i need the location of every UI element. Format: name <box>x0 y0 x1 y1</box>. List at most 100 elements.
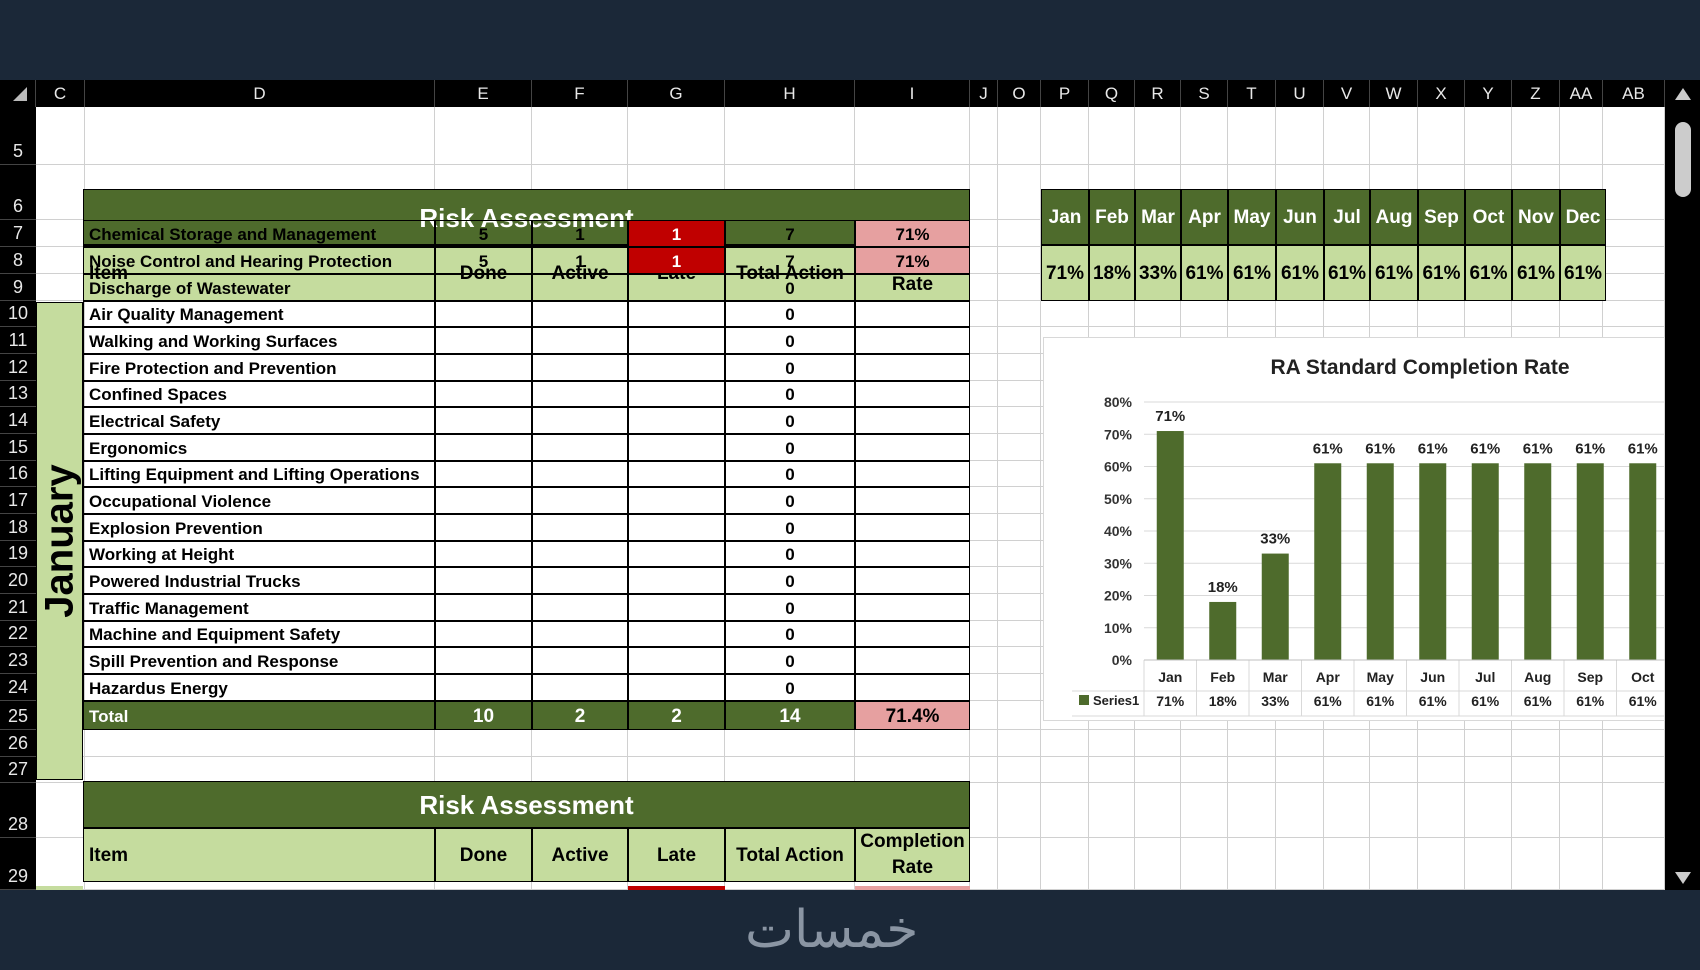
item-active[interactable]: 1 <box>532 220 628 247</box>
grid-cell[interactable] <box>1560 838 1603 890</box>
grid-cell[interactable] <box>1041 107 1089 165</box>
column-header-w[interactable]: W <box>1370 80 1418 107</box>
item-done[interactable] <box>435 407 532 434</box>
grid-cell[interactable] <box>1181 730 1228 757</box>
row-header-26[interactable]: 26 <box>0 730 36 757</box>
grid-cell[interactable] <box>998 567 1041 594</box>
row-header-6[interactable]: 6 <box>0 165 36 220</box>
item-total[interactable]: 0 <box>725 674 855 701</box>
row-header-9[interactable]: 9 <box>0 274 36 301</box>
grid-cell[interactable] <box>970 247 998 274</box>
row-header-11[interactable]: 11 <box>0 327 36 354</box>
item-done[interactable]: 5 <box>435 247 532 274</box>
header-completion-rate[interactable]: Completion Rate <box>855 828 970 882</box>
column-header-p[interactable]: P <box>1041 80 1089 107</box>
summary-rate-nov[interactable]: 61% <box>1512 245 1560 301</box>
row-header-18[interactable]: 18 <box>0 514 36 541</box>
item-late[interactable] <box>628 461 725 487</box>
item-late[interactable] <box>628 514 725 541</box>
row-header-25[interactable]: 25 <box>0 701 36 730</box>
grid-cell[interactable] <box>998 621 1041 647</box>
item-late[interactable] <box>628 434 725 461</box>
item-active[interactable] <box>532 514 628 541</box>
item-total[interactable]: 0 <box>725 301 855 327</box>
item-done[interactable] <box>435 594 532 621</box>
grid-cell[interactable] <box>970 701 998 730</box>
item-total[interactable]: 0 <box>725 274 855 301</box>
column-header-y[interactable]: Y <box>1465 80 1512 107</box>
grid-cell[interactable] <box>1418 783 1465 838</box>
grid-cell[interactable] <box>998 730 1041 757</box>
grid-cell[interactable] <box>970 567 998 594</box>
total-total-action[interactable]: 14 <box>725 701 855 730</box>
grid-cell[interactable] <box>1276 301 1324 327</box>
grid-cell[interactable] <box>725 757 855 783</box>
vertical-scrollbar[interactable] <box>1665 80 1700 890</box>
item-total[interactable]: 0 <box>725 647 855 674</box>
column-header-e[interactable]: E <box>435 80 532 107</box>
row-header-13[interactable]: 13 <box>0 381 36 407</box>
grid-cell[interactable] <box>1135 838 1181 890</box>
grid-cell[interactable] <box>1041 730 1089 757</box>
column-header-c[interactable]: C <box>36 80 85 107</box>
item-rate[interactable]: 71% <box>855 247 970 274</box>
grid-cell[interactable] <box>970 165 998 220</box>
item-rate[interactable] <box>855 514 970 541</box>
grid-cell[interactable] <box>36 165 85 220</box>
item-late[interactable] <box>628 567 725 594</box>
grid-cell[interactable] <box>1276 783 1324 838</box>
grid-cell[interactable] <box>1418 301 1465 327</box>
item-late[interactable] <box>628 407 725 434</box>
summary-rate-mar[interactable]: 33% <box>1135 245 1181 301</box>
row-header-22[interactable]: 22 <box>0 621 36 647</box>
summary-month-may[interactable]: May <box>1228 189 1276 245</box>
column-header-i[interactable]: I <box>855 80 970 107</box>
item-late[interactable] <box>628 327 725 354</box>
item-total[interactable]: 0 <box>725 461 855 487</box>
grid-cell[interactable] <box>998 220 1041 247</box>
item-name[interactable]: Fire Protection and Prevention <box>83 354 435 381</box>
column-header-j[interactable]: J <box>970 80 998 107</box>
grid-cell[interactable] <box>1228 838 1276 890</box>
summary-month-nov[interactable]: Nov <box>1512 189 1560 245</box>
grid-cell[interactable] <box>1512 757 1560 783</box>
item-name[interactable]: Spill Prevention and Response <box>83 647 435 674</box>
grid-cell[interactable] <box>1512 838 1560 890</box>
item-late[interactable] <box>628 301 725 327</box>
column-header-aa[interactable]: AA <box>1560 80 1603 107</box>
item-active[interactable] <box>532 674 628 701</box>
item-rate[interactable] <box>855 434 970 461</box>
item-total[interactable]: 0 <box>725 354 855 381</box>
column-header-z[interactable]: Z <box>1512 80 1560 107</box>
item-active[interactable] <box>532 541 628 567</box>
item-total[interactable]: 0 <box>725 381 855 407</box>
item-late[interactable]: 1 <box>628 247 725 274</box>
grid-cell[interactable] <box>1370 783 1418 838</box>
grid-cell[interactable] <box>1512 301 1560 327</box>
item-total[interactable]: 0 <box>725 327 855 354</box>
grid-cell[interactable] <box>1603 107 1665 165</box>
item-name[interactable]: Confined Spaces <box>83 381 435 407</box>
grid-cell[interactable] <box>1603 247 1665 274</box>
grid-cell[interactable] <box>970 730 998 757</box>
header-total-action[interactable]: Total Action <box>725 828 855 882</box>
item-name[interactable]: Explosion Prevention <box>83 514 435 541</box>
grid-cell[interactable] <box>1135 757 1181 783</box>
grid-cell[interactable] <box>1276 730 1324 757</box>
item-total[interactable]: 0 <box>725 407 855 434</box>
grid-cell[interactable] <box>36 274 85 301</box>
item-rate[interactable] <box>855 461 970 487</box>
item-active[interactable] <box>532 354 628 381</box>
grid-cell[interactable] <box>725 730 855 757</box>
item-name[interactable]: Walking and Working Surfaces <box>83 327 435 354</box>
grid-cell[interactable] <box>1603 838 1665 890</box>
month-label-cell[interactable]: January <box>36 302 83 780</box>
grid-cell[interactable] <box>998 701 1041 730</box>
item-active[interactable] <box>532 434 628 461</box>
grid-cell[interactable] <box>970 434 998 461</box>
summary-rate-jul[interactable]: 61% <box>1324 245 1370 301</box>
scroll-up-arrow-icon[interactable] <box>1675 88 1691 100</box>
item-total[interactable]: 0 <box>725 434 855 461</box>
grid-cell[interactable] <box>1465 757 1512 783</box>
grid-cell[interactable] <box>628 107 725 165</box>
